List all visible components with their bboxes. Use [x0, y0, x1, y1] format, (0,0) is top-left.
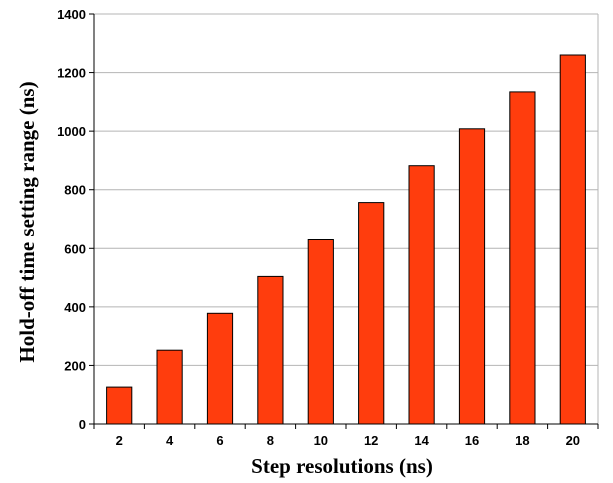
y-tick-label: 1200 [57, 66, 86, 81]
y-tick-label: 200 [64, 358, 86, 373]
bar [408, 165, 435, 425]
x-tick-labels: 2 4 6 8 10 12 14 16 18 20 [93, 424, 599, 448]
x-axis-title: Step resolutions (ns) [251, 454, 433, 478]
bar [156, 349, 183, 425]
y-tick-label: 1400 [57, 7, 86, 22]
y-tick-label: 0 [79, 417, 86, 432]
bar [307, 239, 334, 425]
bar [358, 202, 385, 425]
y-tick-label: 800 [64, 183, 86, 198]
x-tick-label: 18 [515, 433, 529, 448]
bar [257, 275, 284, 425]
x-tick-label: 8 [267, 433, 274, 448]
bar [206, 312, 234, 425]
bar [509, 91, 536, 425]
x-tick-label: 14 [414, 433, 429, 448]
x-tick-label: 16 [465, 433, 479, 448]
y-tick-labels: 0 200 400 600 800 1000 1200 1400 [57, 7, 94, 432]
bar [458, 128, 486, 425]
y-tick-label: 600 [64, 241, 86, 256]
bars [106, 54, 586, 425]
x-tick-label: 12 [364, 433, 378, 448]
bar [106, 386, 133, 425]
y-tick-label: 400 [64, 300, 86, 315]
x-tick-label: 4 [166, 433, 174, 448]
y-tick-label: 1000 [57, 124, 86, 139]
x-tick-label: 6 [216, 433, 223, 448]
grid-lines [94, 13, 599, 424]
x-tick-label: 20 [566, 433, 580, 448]
x-tick-label: 10 [314, 433, 328, 448]
y-axis-title: Hold-off time setting range (ns) [15, 81, 39, 362]
x-tick-label: 2 [116, 433, 123, 448]
bar [559, 54, 586, 425]
